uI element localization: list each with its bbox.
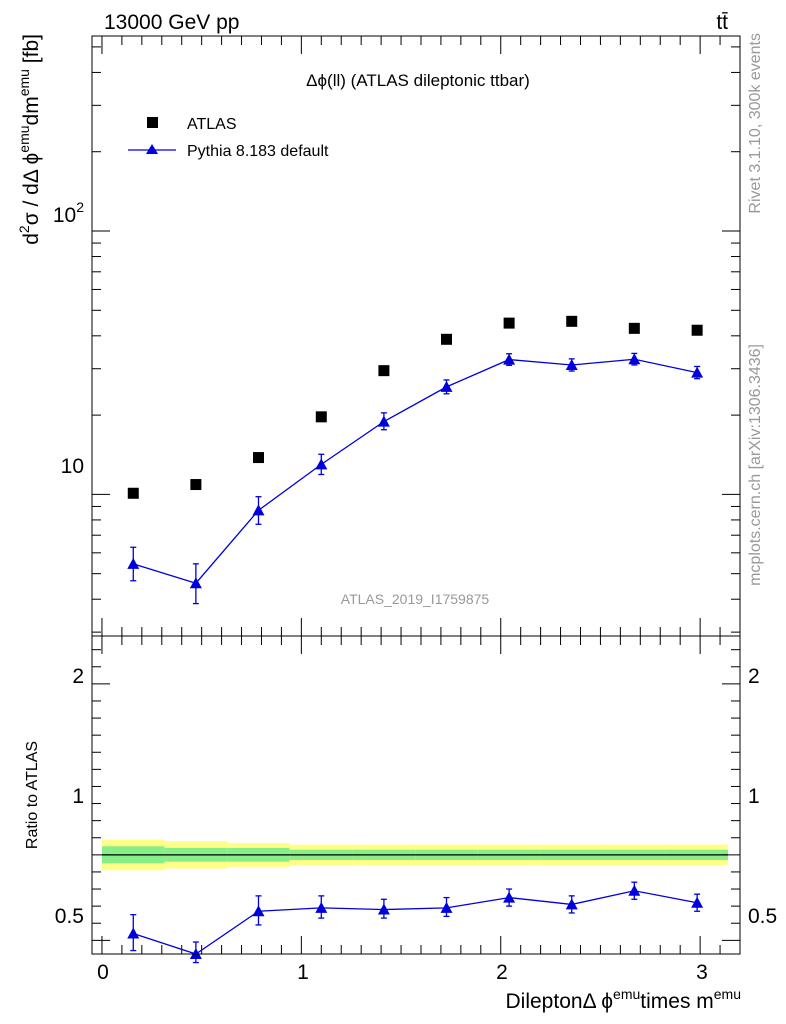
main-panel: 10 102 Δϕ(ll) (ATLAS dileptonic ttbar) d… [16, 34, 741, 637]
xlabel-part-dphi: Δ ϕ [583, 990, 613, 1013]
atlas-point [315, 411, 327, 423]
xlabel-sup-emu-1: emu [613, 986, 640, 1002]
ratio-y-tick-label-2-right: 2 [748, 665, 760, 688]
atlas-point [252, 452, 264, 464]
atlas-point [378, 365, 390, 377]
atlas-point [691, 324, 703, 336]
ylabel-sup-emu-1: emu [16, 125, 32, 152]
xlabel-part-dilepton: Dilepton [506, 990, 583, 1013]
y-tick-label-100-base: 10 [53, 204, 76, 227]
ylabel-part-d: d [20, 233, 43, 245]
main-panel-series [127, 315, 704, 605]
atlas-point [566, 315, 578, 327]
xlabel-part-times: times m [640, 990, 714, 1013]
atlas-point [441, 333, 453, 345]
ratio-pythia-point [628, 884, 641, 896]
ratio-y-tick-label-0.5: 0.5 [55, 905, 84, 928]
ratio-panel-ticks [92, 636, 740, 954]
ratio-panel-frame [91, 635, 741, 955]
ratio-y-tick-label-0.5-right: 0.5 [748, 905, 777, 928]
pythia-point [628, 353, 641, 365]
ratio-pythia-point [691, 896, 704, 908]
ratio-y-tick-label-1-right: 1 [748, 785, 760, 808]
y-tick-label-100-exp: 2 [76, 199, 84, 215]
rivet-watermark: Rivet 3.1.10, 300k events [747, 33, 764, 214]
legend: ATLAS Pythia 8.183 default [128, 116, 329, 160]
x-tick-label-0: 0 [97, 961, 109, 984]
legend-pythia-marker [146, 144, 158, 154]
ratio-y-tick-label-2: 2 [72, 665, 84, 688]
ylabel-part-dm: dm [20, 96, 43, 125]
ratio-pythia-point [377, 903, 390, 915]
ylabel-part-unit: [fb] [20, 34, 43, 69]
legend-atlas-label: ATLAS [187, 116, 237, 133]
atlas-point [503, 317, 515, 329]
ylabel-sup-emu-2: emu [16, 69, 32, 96]
x-tick-label-1: 1 [297, 961, 309, 984]
energy-label: 13000 GeV pp [104, 11, 239, 34]
y-tick-label-10: 10 [61, 455, 84, 478]
chart-title: Δϕ(ll) (ATLAS dileptonic ttbar) [306, 71, 530, 90]
main-panel-ticks [92, 36, 740, 636]
pythia-point [189, 577, 202, 589]
mcplots-watermark: mcplots.cern.ch [arXiv:1306.3436] [747, 344, 764, 586]
ratio-uncertainty-band [101, 839, 729, 871]
analysis-id-label: ATLAS_2019_I1759875 [341, 591, 490, 607]
atlas-point [628, 322, 640, 334]
xlabel-sup-emu-2: emu [714, 986, 741, 1002]
atlas-point [127, 487, 139, 499]
pythia-point [252, 504, 265, 516]
ratio-y-tick-label-1: 1 [72, 785, 84, 808]
ratio-pythia-point [565, 898, 578, 910]
x-axis-label: DileptonΔ ϕemutimes memu [506, 986, 742, 1013]
atlas-point [190, 479, 202, 491]
legend-pythia-label: Pythia 8.183 default [187, 143, 329, 160]
ratio-pythia-point [127, 927, 140, 939]
ratio-pythia-point [252, 905, 265, 917]
main-y-axis-label: d2σ / dΔ ϕemudmemu [fb] [16, 34, 43, 245]
pythia-point [315, 458, 328, 470]
x-tick-label-2: 2 [496, 961, 508, 984]
ratio-pythia-line [133, 890, 698, 955]
pythia-point [565, 358, 578, 370]
pythia-point [691, 366, 704, 378]
legend-atlas-marker [147, 117, 158, 128]
ylabel-sup-2: 2 [16, 225, 32, 233]
pythia-point [440, 380, 453, 392]
y-tick-label-100: 102 [53, 199, 84, 227]
ratio-pythia-point [440, 901, 453, 913]
pythia-point [377, 415, 390, 427]
process-label: tt̄ [716, 11, 728, 34]
pythia-point [127, 557, 140, 569]
ylabel-part-mid: σ / dΔ ϕ [20, 153, 43, 226]
ratio-pythia-point [503, 891, 516, 903]
ratio-panel: 0.5 1 2 0.5 1 2 0 1 2 3 Ratio to ATLAS D… [24, 635, 777, 1013]
ratio-pythia-point [315, 901, 328, 913]
ratio-y-axis-label: Ratio to ATLAS [24, 741, 41, 849]
ratio-panel-series [127, 881, 704, 964]
x-tick-label-3: 3 [696, 961, 708, 984]
pythia-line [133, 358, 698, 584]
pythia-point [503, 353, 516, 365]
